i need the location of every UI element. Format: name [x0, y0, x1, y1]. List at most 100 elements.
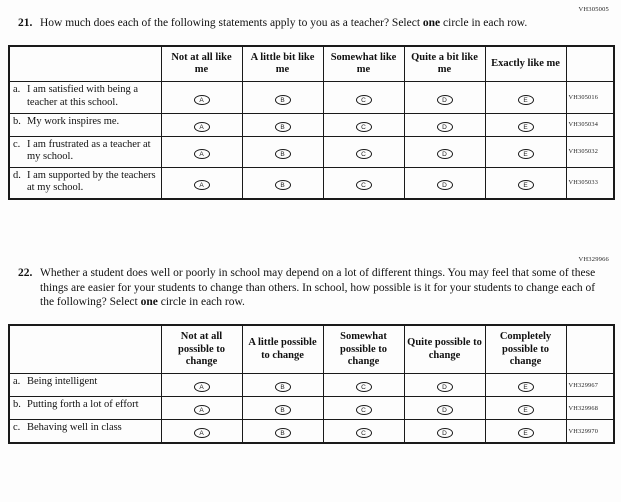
column-header: Exactly like me: [484, 45, 567, 83]
answer-bubble[interactable]: C: [355, 179, 372, 190]
answer-cell: D: [403, 396, 486, 421]
answer-cell: B: [241, 112, 324, 137]
column-header: Quite a bit like me: [403, 45, 486, 83]
answer-bubble[interactable]: C: [355, 121, 372, 132]
answer-bubble[interactable]: B: [274, 121, 291, 132]
answer-cell: C: [322, 166, 405, 200]
answer-bubble[interactable]: B: [274, 428, 291, 439]
answer-cell: E: [484, 81, 567, 114]
answer-cell: A: [160, 396, 243, 421]
table-header-row: Not at all possible to change A little p…: [8, 324, 615, 375]
answer-bubble[interactable]: E: [517, 405, 534, 416]
answer-bubble[interactable]: B: [274, 179, 291, 190]
question-21-table: Not at all like me A little bit like me …: [8, 44, 615, 201]
table-row: c. Behaving well in class A B C D E VH329…: [8, 419, 615, 444]
column-header: Not at all like me: [160, 45, 243, 83]
answer-bubble[interactable]: B: [274, 382, 291, 393]
table-header-row: Not at all like me A little bit like me …: [8, 45, 615, 83]
question-22-bold-word: one: [140, 296, 158, 309]
row-letter: d.: [13, 169, 21, 181]
answer-bubble[interactable]: E: [517, 121, 534, 132]
answer-bubble[interactable]: A: [193, 428, 210, 439]
answer-bubble[interactable]: A: [193, 382, 210, 393]
answer-bubble[interactable]: B: [274, 148, 291, 159]
row-letter: b.: [13, 115, 21, 127]
answer-cell: A: [160, 419, 243, 444]
row-code: VH329967: [565, 373, 615, 398]
row-letter: b.: [13, 399, 21, 411]
row-letter: a.: [13, 84, 21, 96]
answer-cell: C: [322, 373, 405, 398]
answer-cell: D: [403, 166, 486, 200]
answer-bubble[interactable]: A: [193, 405, 210, 416]
answer-bubble[interactable]: B: [274, 405, 291, 416]
row-code: VH305034: [565, 112, 615, 137]
row-code: VH305033: [565, 166, 615, 200]
answer-cell: E: [484, 166, 567, 200]
answer-bubble[interactable]: E: [517, 94, 534, 105]
answer-bubble[interactable]: C: [355, 382, 372, 393]
answer-bubble[interactable]: D: [436, 405, 453, 416]
answer-bubble[interactable]: A: [193, 148, 210, 159]
answer-bubble[interactable]: E: [517, 428, 534, 439]
question-21: 21. How much does each of the following …: [18, 16, 599, 31]
question-21-text-part1: How much does each of the following stat…: [40, 17, 423, 29]
question-21-accession-code: VH305005: [578, 6, 609, 13]
row-letter: c.: [13, 422, 21, 434]
question-22-table: Not at all possible to change A little p…: [8, 324, 615, 445]
answer-cell: B: [241, 419, 324, 444]
answer-cell: A: [160, 112, 243, 137]
statement-text: I am satisfied with being a teacher at t…: [27, 84, 139, 109]
statement-text: Behaving well in class: [27, 422, 122, 434]
answer-cell: C: [322, 396, 405, 421]
question-21-number: 21.: [18, 17, 33, 29]
statement-header-empty: [8, 45, 162, 83]
answer-bubble[interactable]: B: [274, 94, 291, 105]
statement-header-empty: [8, 324, 162, 375]
answer-cell: B: [241, 396, 324, 421]
answer-cell: C: [322, 135, 405, 168]
row-code: VH305016: [565, 81, 615, 114]
answer-bubble[interactable]: A: [193, 179, 210, 190]
answer-cell: A: [160, 81, 243, 114]
question-21-bold-word: one: [422, 17, 441, 29]
question-22-text: Whether a student does well or poorly in…: [40, 266, 599, 310]
answer-cell: C: [322, 419, 405, 444]
answer-bubble[interactable]: C: [355, 148, 372, 159]
row-code: VH305032: [565, 135, 615, 168]
statement-cell: b. My work inspires me.: [8, 112, 162, 137]
answer-bubble[interactable]: E: [517, 382, 534, 393]
answer-bubble[interactable]: A: [193, 94, 210, 105]
answer-bubble[interactable]: C: [355, 428, 372, 439]
answer-bubble[interactable]: E: [517, 148, 534, 159]
answer-bubble[interactable]: A: [193, 121, 210, 132]
column-header: A little bit like me: [241, 45, 324, 83]
answer-cell: E: [484, 112, 567, 137]
answer-bubble[interactable]: E: [517, 179, 534, 190]
question-21-text: How much does each of the following stat…: [40, 16, 599, 31]
answer-cell: E: [484, 135, 567, 168]
answer-cell: D: [403, 419, 486, 444]
answer-bubble[interactable]: D: [436, 121, 453, 132]
answer-bubble[interactable]: D: [436, 382, 453, 393]
statement-cell: a. Being intelligent: [8, 373, 162, 398]
answer-cell: C: [322, 112, 405, 137]
statement-text: Being intelligent: [27, 376, 98, 388]
answer-bubble[interactable]: D: [436, 428, 453, 439]
column-header: Not at all possible to change: [160, 324, 243, 375]
question-22-accession-code: VH329966: [578, 256, 609, 264]
answer-bubble[interactable]: C: [355, 405, 372, 416]
answer-bubble[interactable]: C: [355, 94, 372, 105]
question-22-text-part1: Whether a student does well or poorly in…: [40, 267, 596, 309]
table-row: a. Being intelligent A B C D E VH329967: [8, 373, 615, 398]
question-22-number: 22.: [18, 267, 33, 280]
table-row: b. Putting forth a lot of effort A B C D …: [8, 396, 615, 421]
answer-cell: B: [241, 373, 324, 398]
answer-bubble[interactable]: D: [436, 94, 453, 105]
statement-text: I am supported by the teachers at my sch…: [27, 169, 156, 194]
answer-bubble[interactable]: D: [436, 148, 453, 159]
statement-cell: d. I am supported by the teachers at my s…: [8, 166, 162, 200]
answer-bubble[interactable]: D: [436, 179, 453, 190]
answer-cell: A: [160, 135, 243, 168]
